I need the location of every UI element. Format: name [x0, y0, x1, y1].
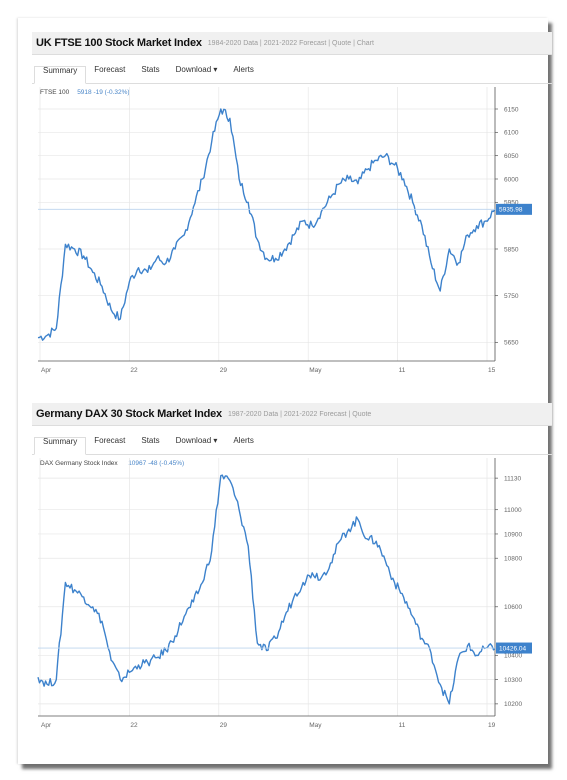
- dax-header: Germany DAX 30 Stock Market Index 1987-2…: [32, 403, 552, 426]
- dax-ytick-label: 11130: [504, 475, 521, 482]
- tab-forecast[interactable]: Forecast: [94, 65, 126, 74]
- ftse-xtick-label: 15: [488, 367, 496, 374]
- ftse-legend-name: FTSE 100: [40, 89, 70, 96]
- dax-series-line: [37, 474, 496, 705]
- ftse-ytick-label: 5750: [504, 293, 519, 300]
- dax-subtitle-links[interactable]: 1987-2020 Data | 2021-2022 Forecast | Qu…: [227, 410, 372, 418]
- ftse-ytick-label: 6150: [504, 106, 519, 113]
- ftse-ytick-label: 6100: [504, 130, 519, 137]
- tab-alerts[interactable]: Alerts: [233, 436, 254, 445]
- tab-summary[interactable]: Summary: [34, 66, 87, 84]
- tab-download[interactable]: Download ▾: [175, 436, 218, 445]
- ftse-panel: UK FTSE 100 Stock Market Index 1984-2020…: [32, 32, 552, 382]
- ftse-ytick-label: 5950: [504, 200, 519, 207]
- ftse-xtick-label: 22: [130, 367, 138, 374]
- dax-panel: Germany DAX 30 Stock Market Index 1987-2…: [32, 403, 552, 738]
- tab-stats[interactable]: Stats: [141, 436, 160, 445]
- ftse-ytick-label: 5650: [504, 340, 519, 347]
- dax-legend-value: 10967 -48 (-0.45%): [128, 460, 184, 467]
- ftse-title: UK FTSE 100 Stock Market Index: [36, 37, 202, 49]
- dax-tab-bar: Summary Forecast Stats Download ▾ Alerts: [32, 426, 552, 455]
- ftse-xtick-label: May: [309, 367, 322, 374]
- dax-ytick-label: 10900: [504, 531, 522, 538]
- tab-summary[interactable]: Summary: [34, 437, 87, 455]
- dax-ytick-label: 10200: [504, 701, 522, 708]
- dax-xtick-label: 29: [220, 722, 228, 729]
- ftse-xtick-label: Apr: [41, 367, 52, 374]
- tab-forecast[interactable]: Forecast: [94, 436, 126, 445]
- dax-ytick-label: 10800: [504, 556, 522, 563]
- ftse-series-line: [37, 108, 496, 341]
- dax-last-value-badge: [496, 642, 532, 654]
- dax-chart: DAX Germany Stock Index 10967 -48 (-0.45%…: [37, 458, 532, 729]
- dax-last-value-label: 10426.04: [499, 645, 526, 652]
- screenshot-sheet: UK FTSE 100 Stock Market Index 1984-2020…: [18, 18, 552, 764]
- tab-download[interactable]: Download ▾: [175, 65, 218, 74]
- ftse-xtick-label: 29: [220, 367, 228, 374]
- dax-ytick-label: 10600: [504, 604, 522, 611]
- tab-stats[interactable]: Stats: [141, 65, 160, 74]
- dax-xtick-label: 11: [399, 722, 406, 729]
- ftse-ytick-label: 6050: [504, 153, 519, 160]
- dax-ytick-label: 10300: [504, 677, 522, 684]
- ftse-ytick-label: 5850: [504, 246, 519, 253]
- tab-alerts[interactable]: Alerts: [233, 65, 254, 74]
- ftse-legend-value: 5918 -19 (-0.32%): [77, 89, 129, 96]
- ftse-last-value-badge: [496, 203, 532, 215]
- ftse-ytick-label: 6000: [504, 176, 519, 183]
- dax-ytick-label: 11000: [504, 507, 522, 514]
- dax-ytick-label: 10400: [504, 653, 522, 660]
- ftse-tab-bar: Summary Forecast Stats Download ▾ Alerts: [32, 55, 552, 84]
- ftse-header: UK FTSE 100 Stock Market Index 1984-2020…: [32, 32, 552, 55]
- dax-xtick-label: Apr: [41, 722, 52, 729]
- ftse-subtitle-links[interactable]: 1984-2020 Data | 2021-2022 Forecast | Qu…: [207, 39, 374, 47]
- ftse-last-value-label: 5935.98: [499, 207, 523, 214]
- dax-xtick-label: 22: [130, 722, 138, 729]
- dax-title: Germany DAX 30 Stock Market Index: [36, 408, 222, 420]
- ftse-chart: FTSE 100 5918 -19 (-0.32%) 5650 5750 5850 595…: [37, 87, 532, 374]
- ftse-xtick-label: 11: [399, 367, 406, 374]
- dax-xtick-label: 19: [488, 722, 496, 729]
- dax-xtick-label: May: [309, 722, 322, 729]
- dax-legend-name: DAX Germany Stock Index: [40, 460, 118, 467]
